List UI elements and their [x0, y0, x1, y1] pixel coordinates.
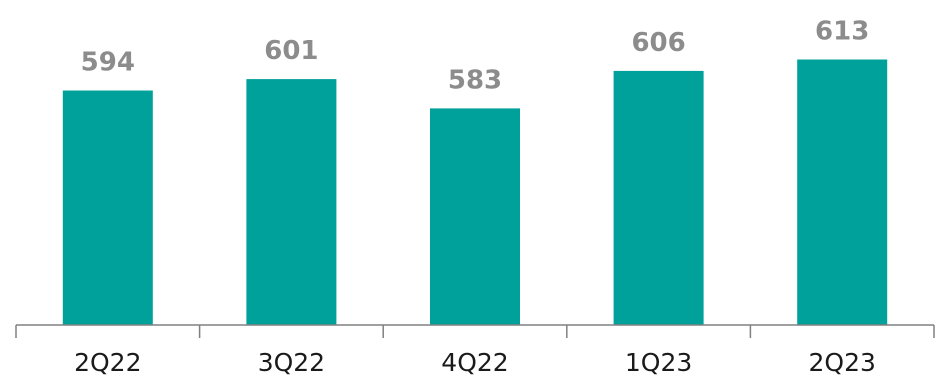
x-tick-labels-group: 2Q22 3Q22 4Q22 1Q23 2Q23 — [74, 348, 876, 377]
x-tick-label-1q23: 1Q23 — [625, 348, 692, 377]
bar-2q22 — [62, 90, 153, 325]
value-label-2q22: 594 — [81, 48, 135, 78]
x-tick-label-2q22: 2Q22 — [74, 348, 141, 377]
bars-group — [62, 59, 888, 326]
bar-1q23 — [613, 70, 704, 326]
value-label-4q22: 583 — [448, 65, 502, 95]
bar-3q22 — [246, 79, 337, 325]
value-label-2q23: 613 — [815, 17, 869, 47]
bar-4q22 — [430, 108, 520, 326]
value-labels-group: 594 601 583 606 613 — [81, 17, 870, 96]
x-tick-label-3q22: 3Q22 — [258, 348, 325, 377]
x-tick-label-2q23: 2Q23 — [808, 348, 875, 377]
x-axis — [15, 324, 935, 338]
x-tick-label-4q22: 4Q22 — [441, 348, 508, 377]
bar-2q23 — [797, 59, 888, 325]
value-label-3q22: 601 — [264, 36, 318, 66]
value-label-1q23: 606 — [631, 28, 685, 58]
